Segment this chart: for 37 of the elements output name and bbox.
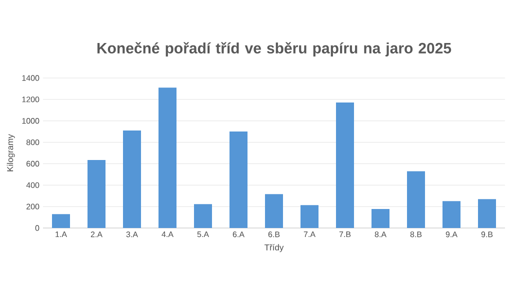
- x-tick-label: 1.A: [56, 232, 67, 238]
- y-axis-title: Kilogramy: [6, 134, 15, 172]
- x-tick-label: 7.B: [339, 232, 351, 238]
- bar: [407, 171, 425, 228]
- bar: [442, 201, 460, 228]
- y-tick-label: 0: [35, 225, 40, 231]
- bar: [230, 131, 248, 228]
- bar: [158, 88, 176, 228]
- y-tick-label: 1400: [22, 75, 40, 81]
- x-tick-label: 8.A: [374, 232, 386, 238]
- x-tick-label: 7.A: [304, 232, 316, 238]
- y-tick-label: 200: [26, 204, 40, 210]
- y-tick-label: 400: [26, 182, 40, 188]
- y-tick-label: 800: [26, 139, 40, 146]
- chart-title: Konečné pořadí tříd ve sběru papíru na jaro 2025: [97, 42, 452, 56]
- bar: [478, 199, 496, 228]
- bar: [265, 194, 283, 228]
- y-tick-label: 1000: [22, 118, 40, 124]
- y-tick-label: 600: [26, 160, 40, 167]
- bar: [300, 205, 318, 228]
- x-tick-label: 9.A: [446, 232, 458, 238]
- x-axis-title: Třídy: [264, 244, 284, 252]
- bar: [194, 204, 212, 228]
- x-tick-label: 6.B: [268, 232, 280, 238]
- x-tick-label: 5.A: [197, 232, 209, 238]
- x-tick-label: 9.B: [481, 232, 493, 238]
- bar: [52, 214, 70, 228]
- x-tick-label: 2.A: [90, 232, 102, 238]
- x-tick-label: 4.A: [162, 232, 174, 238]
- x-tick-label: 8.B: [410, 232, 422, 238]
- bar: [372, 209, 390, 228]
- x-tick-label: 6.A: [232, 232, 244, 238]
- bar: [123, 130, 141, 228]
- bar: [336, 102, 354, 228]
- y-tick-label: 1200: [22, 96, 40, 102]
- bar: [88, 160, 106, 228]
- x-tick-label: 3.A: [126, 232, 138, 238]
